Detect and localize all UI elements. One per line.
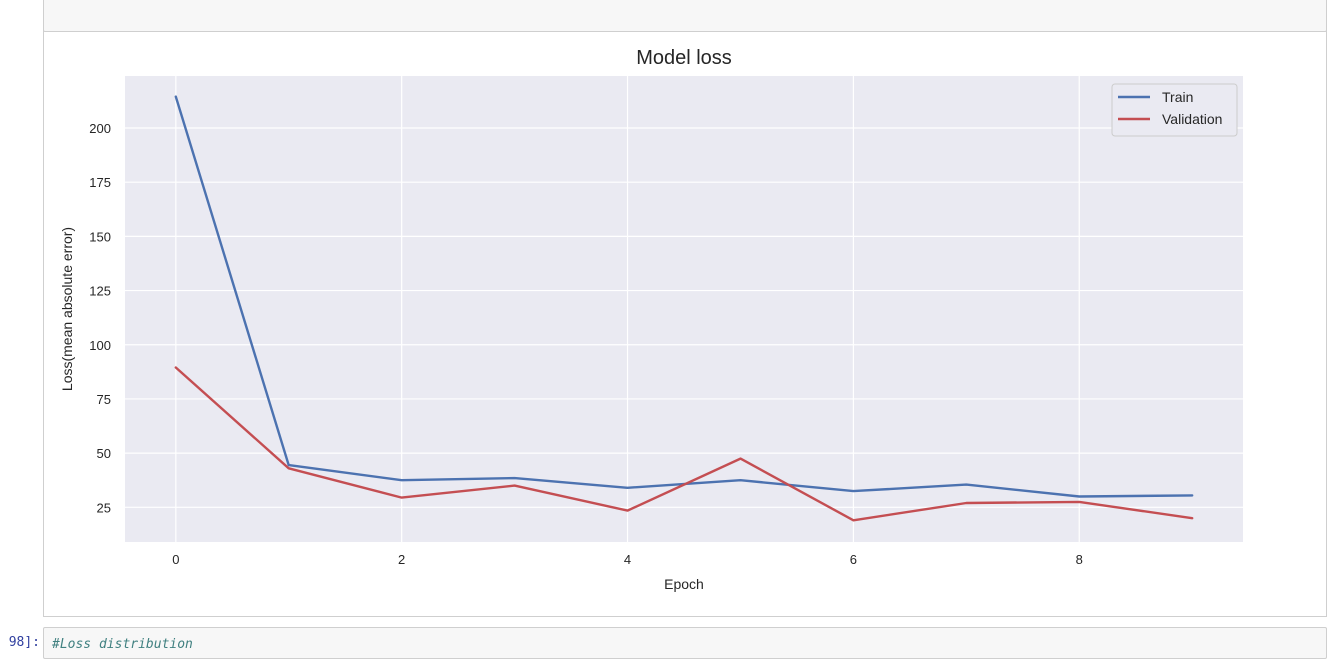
x-axis-label: Epoch xyxy=(664,576,704,592)
y-tick-labels: 25 50 75 100 125 150 175 200 xyxy=(89,121,111,515)
grid-lines xyxy=(125,76,1243,542)
y-tick-label: 125 xyxy=(89,284,111,299)
cell-output-area: 0 2 4 6 8 25 50 75 100 125 150 175 200 Model loss E… xyxy=(43,30,1327,617)
y-axis-label: Loss(mean absolute error) xyxy=(59,227,75,391)
plot-area xyxy=(125,76,1243,542)
series-line-validation xyxy=(174,366,1194,522)
x-tick-label: 2 xyxy=(398,552,405,567)
legend-label-train: Train xyxy=(1162,89,1193,105)
y-tick-label: 50 xyxy=(97,446,111,461)
x-tick-label: 4 xyxy=(624,552,631,567)
y-tick-label: 175 xyxy=(89,175,111,190)
series-lines xyxy=(174,95,1194,522)
x-tick-label: 8 xyxy=(1076,552,1083,567)
previous-code-cell[interactable] xyxy=(43,0,1327,32)
y-tick-label: 100 xyxy=(89,338,111,353)
legend: Train Validation xyxy=(1111,83,1238,137)
x-tick-label: 0 xyxy=(172,552,179,567)
cell-prompt: 98]: xyxy=(8,635,40,650)
y-tick-label: 75 xyxy=(97,392,111,407)
y-tick-label: 200 xyxy=(89,121,111,136)
legend-label-validation: Validation xyxy=(1162,111,1222,127)
loss-chart: 0 2 4 6 8 25 50 75 100 125 150 175 200 Model loss E… xyxy=(59,47,1243,592)
chart-title: Model loss xyxy=(636,47,732,69)
next-code-cell[interactable]: #Loss distribution xyxy=(43,627,1327,659)
y-tick-label: 25 xyxy=(97,500,111,515)
y-tick-label: 150 xyxy=(89,229,111,244)
x-tick-label: 6 xyxy=(850,552,857,567)
x-tick-labels: 0 2 4 6 8 xyxy=(172,552,1083,567)
code-comment: #Loss distribution xyxy=(52,637,193,652)
